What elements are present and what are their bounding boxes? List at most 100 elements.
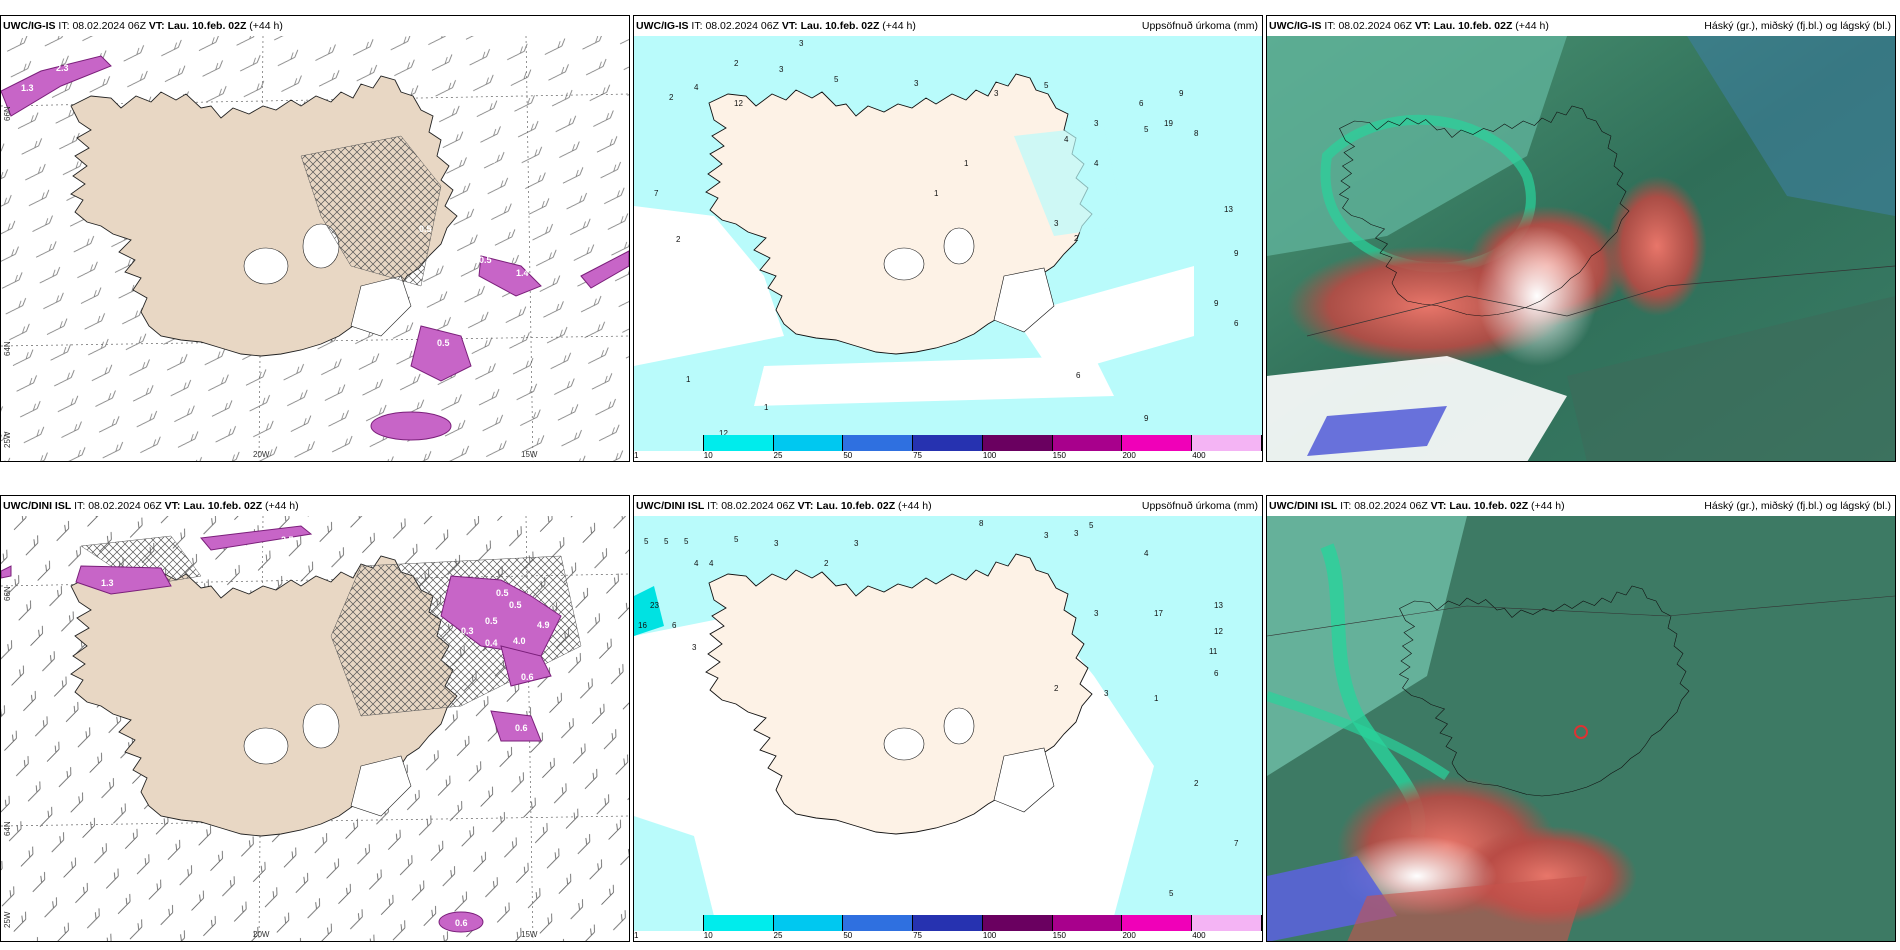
precip-value: 5 [734, 535, 739, 544]
precip-value: 2 [1054, 684, 1059, 693]
precip-value: 3 [1094, 609, 1099, 618]
precip-colorbar: 1 10 25 50 75 100 150 200 400 [634, 915, 1262, 941]
colorbar-segment [1122, 915, 1193, 931]
lon-label: 20W [253, 450, 270, 459]
wind-value: 2.5 [281, 535, 294, 545]
panel-r1-clouds: UWC/IG-IS IT: 08.02.2024 06Z VT: Lau. 10… [1266, 15, 1896, 462]
precip-value: 5 [1169, 889, 1174, 898]
precip-value: 2 [1074, 234, 1079, 243]
precip-value: 6 [1076, 371, 1081, 380]
precip-value: 13 [1214, 601, 1223, 610]
precip-value: 6 [1214, 669, 1219, 678]
map-r1-clouds [1267, 36, 1895, 461]
precip-value: 17 [1154, 609, 1163, 618]
precip-value: 3 [799, 39, 804, 48]
precip-value: 9 [1214, 299, 1219, 308]
map-r2-clouds [1267, 516, 1895, 941]
panel-r2-precip: UWC/DINI ISL IT: 08.02.2024 06Z VT: Lau.… [633, 495, 1263, 942]
colorbar-segment [843, 915, 914, 931]
colorbar-segment [1192, 435, 1262, 451]
vt-value: Lau. 10.feb. 02Z [167, 20, 247, 32]
colorbar-label: 75 [913, 451, 923, 460]
colorbar-segment [913, 915, 983, 931]
colorbar-segment [703, 435, 774, 451]
it-label: IT: [691, 20, 703, 32]
panel-r2-clouds: UWC/DINI ISL IT: 08.02.2024 06Z VT: Lau.… [1266, 495, 1896, 942]
map-r2-precip: 5 5 5 5 3 4 4 3 2 8 3 3 23 16 6 3 5 4 3 … [634, 516, 1262, 941]
precip-value: 3 [1054, 219, 1059, 228]
precip-value: 1 [964, 159, 969, 168]
wind-value: 4.3 [405, 401, 418, 411]
precip-value: 2 [669, 93, 674, 102]
panel-header: UWC/IG-IS IT: 08.02.2024 06Z VT: Lau. 10… [1267, 16, 1895, 36]
map-r1-precip: 3 2 3 2 4 5 3 3 5 6 9 3 4 4 5 8 19 7 2 1 [634, 36, 1262, 461]
wind-value: 0.3 [461, 626, 474, 636]
precip-value: 16 [638, 621, 647, 630]
precip-value: 1 [934, 189, 939, 198]
panel-r1-precip: UWC/IG-IS IT: 08.02.2024 06Z VT: Lau. 10… [633, 15, 1263, 462]
precip-value: 13 [1224, 205, 1233, 214]
wind-value: 0.5 [385, 448, 398, 458]
precip-value: 3 [1094, 119, 1099, 128]
vt-label: VT: [1430, 500, 1447, 512]
colorbar-label: 400 [1192, 451, 1206, 460]
lon-label: 15W [521, 930, 538, 939]
panel-header: UWC/IG-IS IT: 08.02.2024 06Z VT: Lau. 10… [1, 16, 629, 36]
colorbar-label: 50 [843, 451, 853, 460]
panel-title: Háský (gr.), miðský (fj.bl.) og lágský (… [1704, 500, 1891, 512]
colorbar-segment [1052, 435, 1123, 451]
wind-value: 0.5 [479, 255, 492, 265]
precip-value: 4 [1144, 549, 1149, 558]
precip-value: 5 [1144, 125, 1149, 134]
lead-time: (+44 h) [1515, 20, 1549, 32]
colorbar-label: 150 [1052, 931, 1067, 940]
vt-label: VT: [1414, 20, 1431, 32]
panel-header: UWC/DINI ISL IT: 08.02.2024 06Z VT: Lau.… [1267, 496, 1895, 516]
wind-value: 1.3 [101, 578, 114, 588]
precip-value: 5 [1044, 81, 1049, 90]
wind-value: 0.4 [483, 155, 496, 165]
precip-value: 12 [719, 429, 728, 436]
colorbar-label: 50 [843, 931, 853, 940]
colorbar-label: 1 [634, 451, 639, 460]
lat-label: 66N [3, 106, 12, 121]
precip-value: 5 [834, 75, 839, 84]
model-name: UWC/DINI ISL [636, 500, 705, 512]
colorbar-segment [773, 435, 844, 451]
colorbar-label: 10 [703, 931, 713, 940]
panel-header: UWC/IG-IS IT: 08.02.2024 06Z VT: Lau. 10… [634, 16, 1262, 36]
colorbar-label: 100 [982, 451, 997, 460]
precip-value: 3 [1044, 531, 1049, 540]
lead-time: (+44 h) [265, 500, 299, 512]
panel-title: Uppsöfnuð úrkoma (mm) [1141, 500, 1258, 512]
colorbar-segment [982, 915, 1053, 931]
precip-value: 3 [914, 79, 919, 88]
lon-label: 25W [3, 911, 12, 928]
precip-value: 12 [1214, 627, 1223, 636]
precip-value: 4 [694, 83, 699, 92]
precip-value: 4 [1094, 159, 1099, 168]
it-label: IT: [707, 500, 719, 512]
wind-value: 0.6 [515, 723, 528, 733]
colorbar-label: 1 [634, 931, 639, 940]
wind-value: 2.3 [56, 63, 69, 73]
model-name: UWC/DINI ISL [1269, 500, 1338, 512]
precip-value: 1 [764, 403, 769, 412]
colorbar-label: 25 [773, 931, 783, 940]
precip-value: 3 [1074, 529, 1079, 538]
colorbar-label: 200 [1122, 451, 1136, 460]
wind-value: 0.6 [251, 548, 264, 558]
precip-value: 2 [1194, 779, 1199, 788]
precip-value: 8 [979, 519, 984, 528]
wind-value: 4.0 [513, 636, 526, 646]
precip-value: 2 [824, 559, 829, 568]
wind-value: 0.6 [455, 918, 468, 928]
precip-value: 7 [1234, 839, 1239, 848]
panel-title: Uppsöfnuð úrkoma (mm) [1141, 20, 1258, 32]
wind-value: 0.5 [437, 338, 450, 348]
lon-label: 20W [253, 930, 270, 939]
lat-label: 64N [3, 341, 12, 356]
wind-value: 4.9 [537, 620, 550, 630]
panel-title: Háský (gr.), miðský (fj.bl.) og lágský (… [1704, 20, 1891, 32]
precip-value: 5 [664, 537, 669, 546]
